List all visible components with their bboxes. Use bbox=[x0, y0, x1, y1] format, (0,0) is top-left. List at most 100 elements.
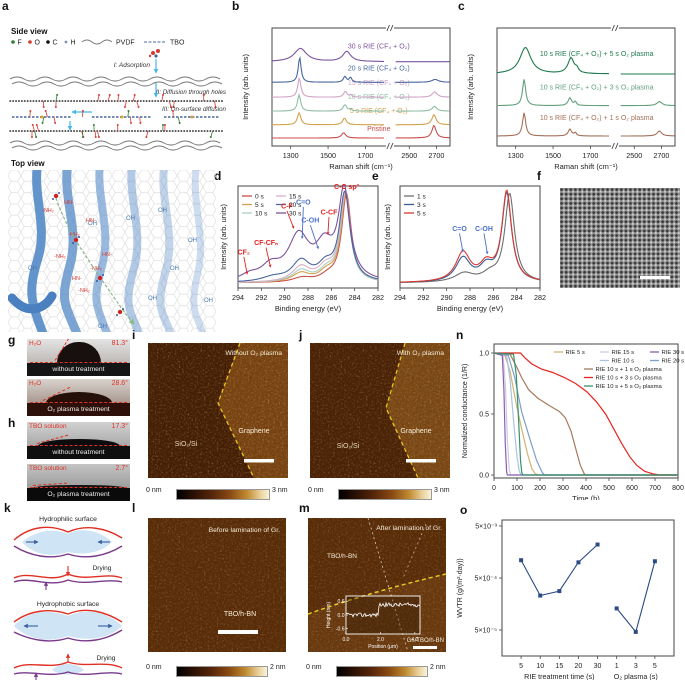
inset-x-tick: 4.0 bbox=[411, 637, 418, 643]
functional-group-bond bbox=[53, 116, 56, 124]
legend-pvdf-label: PVDF bbox=[116, 40, 135, 47]
svg-text:HN-: HN- bbox=[72, 276, 82, 282]
chart-polygon bbox=[326, 232, 330, 235]
chart-line bbox=[615, 142, 619, 150]
x-tick-label: 1500 bbox=[545, 151, 561, 160]
legend-label: 15 s bbox=[289, 193, 302, 200]
bottom-surface-wave bbox=[13, 629, 123, 642]
chart-line bbox=[611, 24, 615, 32]
curve-label: 10 s RIE (CF₄ + O₂) + 5 s O₂ plasma bbox=[540, 51, 654, 58]
x-axis-label: Raman shift (cm⁻¹) bbox=[554, 162, 618, 171]
height-profile-inset: -0.6 0.0 0.6 0.0 2.0 4.0 Height (nm) Position (… bbox=[326, 595, 421, 650]
chart-rect bbox=[496, 27, 676, 147]
contact-angle-tbo-plasma: TBO solution 2.7° O₂ plasma treatment bbox=[27, 464, 130, 501]
droplet-photo: H₂O 28.6° bbox=[27, 379, 130, 403]
afm-title: After lamination of Gr. bbox=[376, 525, 442, 532]
functional-group-atom bbox=[127, 110, 130, 112]
chart-line bbox=[286, 210, 294, 227]
functional-group-atom bbox=[162, 94, 165, 96]
y-axis-label: Intensity (arb. units) bbox=[219, 204, 228, 270]
functional-group-bond bbox=[139, 116, 141, 124]
afm-before-lamination-image: Before lamination of Gr. TBO/h-BN bbox=[148, 518, 286, 652]
x-tick-label: 700 bbox=[649, 485, 661, 492]
afm-without-plasma-image: Without O₂ plasma SiO₂/Si Graphene bbox=[148, 343, 288, 478]
legend-label: 20 s bbox=[289, 202, 302, 209]
svg-text:OH: OH bbox=[204, 298, 213, 304]
height-colorb ar bbox=[338, 489, 432, 500]
spectrum-curve bbox=[496, 47, 675, 75]
tbo-droplet bbox=[32, 484, 125, 488]
x-tick-label: 100 bbox=[511, 485, 523, 492]
liquid-label: H₂O bbox=[29, 340, 42, 347]
panel-label-d: d bbox=[214, 169, 222, 183]
functional-group-bond bbox=[214, 100, 216, 108]
xps-rie-chart: 294 292 290 288 286 284 282 Binding energy (eV)… bbox=[219, 183, 384, 313]
x-tick-label: 284 bbox=[511, 293, 523, 302]
functional-group-atom bbox=[133, 94, 136, 96]
functional-group-atom bbox=[171, 110, 174, 112]
inset-y-tick: 0.0 bbox=[338, 613, 345, 619]
functional-group-bond bbox=[29, 110, 31, 118]
panel-label-l: l bbox=[132, 501, 136, 515]
scale-bar bbox=[218, 630, 258, 634]
peak-annotation: C-C sp² bbox=[334, 184, 360, 191]
spectrum-curve bbox=[238, 190, 379, 282]
droplet-photo: H₂O 81.3° bbox=[27, 339, 130, 363]
height-colorbar bbox=[176, 666, 268, 677]
bottom-surface-wave bbox=[13, 545, 123, 558]
legend-tbo-label: TBO bbox=[170, 40, 185, 47]
dried-top-wave bbox=[13, 661, 123, 669]
x-tick-label: 500 bbox=[603, 485, 615, 492]
functional-group-bond bbox=[97, 130, 100, 138]
colorbar-max: 2 nm bbox=[270, 664, 286, 671]
functional-group-atom bbox=[35, 136, 38, 138]
x-tick-label: 800 bbox=[672, 485, 684, 492]
svg-text:OH: OH bbox=[126, 216, 135, 222]
colorbar-min: 0 nm bbox=[306, 664, 322, 671]
y-tick-label: 5×10⁻⁴ bbox=[475, 576, 497, 583]
caption-strip: without treatment bbox=[27, 363, 130, 376]
height-profile-trace bbox=[345, 601, 421, 618]
chart-line bbox=[390, 24, 394, 32]
legend-label: RIE 5 s bbox=[566, 350, 585, 356]
x-tick-label: 10 bbox=[536, 663, 544, 670]
legend-label: 0 s bbox=[255, 193, 264, 200]
wvtr-point bbox=[576, 560, 581, 565]
functional-group-bond bbox=[32, 124, 35, 132]
legend-h-label: H bbox=[71, 40, 76, 47]
colorbar-min: 0 nm bbox=[308, 487, 324, 494]
functional-group-bond bbox=[136, 100, 139, 108]
gr-tbo-hbn-label: Gr./TBO/h-BN bbox=[407, 638, 444, 644]
x-tick-label: 5 bbox=[519, 663, 523, 670]
inset-x-tick: 2.0 bbox=[377, 637, 384, 643]
chart-line bbox=[483, 233, 488, 252]
contact-angle-water-plasma: H₂O 28.6° O₂ plasma treatment bbox=[27, 379, 130, 416]
chart-polygon bbox=[291, 225, 295, 229]
panel-label-g: g bbox=[8, 333, 16, 347]
spectrum-curve bbox=[271, 47, 450, 63]
scale-bar bbox=[406, 459, 436, 463]
functional-group-atom bbox=[209, 136, 212, 138]
functional-group-atom bbox=[94, 136, 97, 138]
chart-line bbox=[309, 225, 319, 247]
angle-value: 17.3° bbox=[111, 423, 128, 430]
spectrum-curve bbox=[237, 183, 379, 278]
x-tick-label: 282 bbox=[372, 293, 384, 302]
svg-text:OH: OH bbox=[148, 296, 157, 302]
chart-rect bbox=[271, 27, 451, 147]
chart-line bbox=[611, 142, 615, 150]
panel-label-a: a bbox=[2, 0, 9, 13]
x-tick-label: 294 bbox=[394, 293, 406, 302]
functional-group-atom bbox=[108, 94, 111, 96]
substrate-label: SiO₂/Si bbox=[337, 443, 360, 450]
height-colorbar bbox=[176, 489, 270, 500]
colorbar-min: 0 nm bbox=[146, 664, 162, 671]
functional-group-bond bbox=[124, 100, 127, 108]
legend-label: RIE 15 s bbox=[612, 350, 635, 356]
peak-annotation: CF-CFₙ bbox=[254, 240, 278, 247]
afm-with-plasma-image: With O₂ plasma SiO₂/Si Graphene bbox=[310, 343, 450, 478]
x-tick-label: 2700 bbox=[653, 151, 669, 160]
curve-label: 10 s RIE (CF₄ + O₂) + 3 s O₂ plasma bbox=[540, 85, 654, 92]
